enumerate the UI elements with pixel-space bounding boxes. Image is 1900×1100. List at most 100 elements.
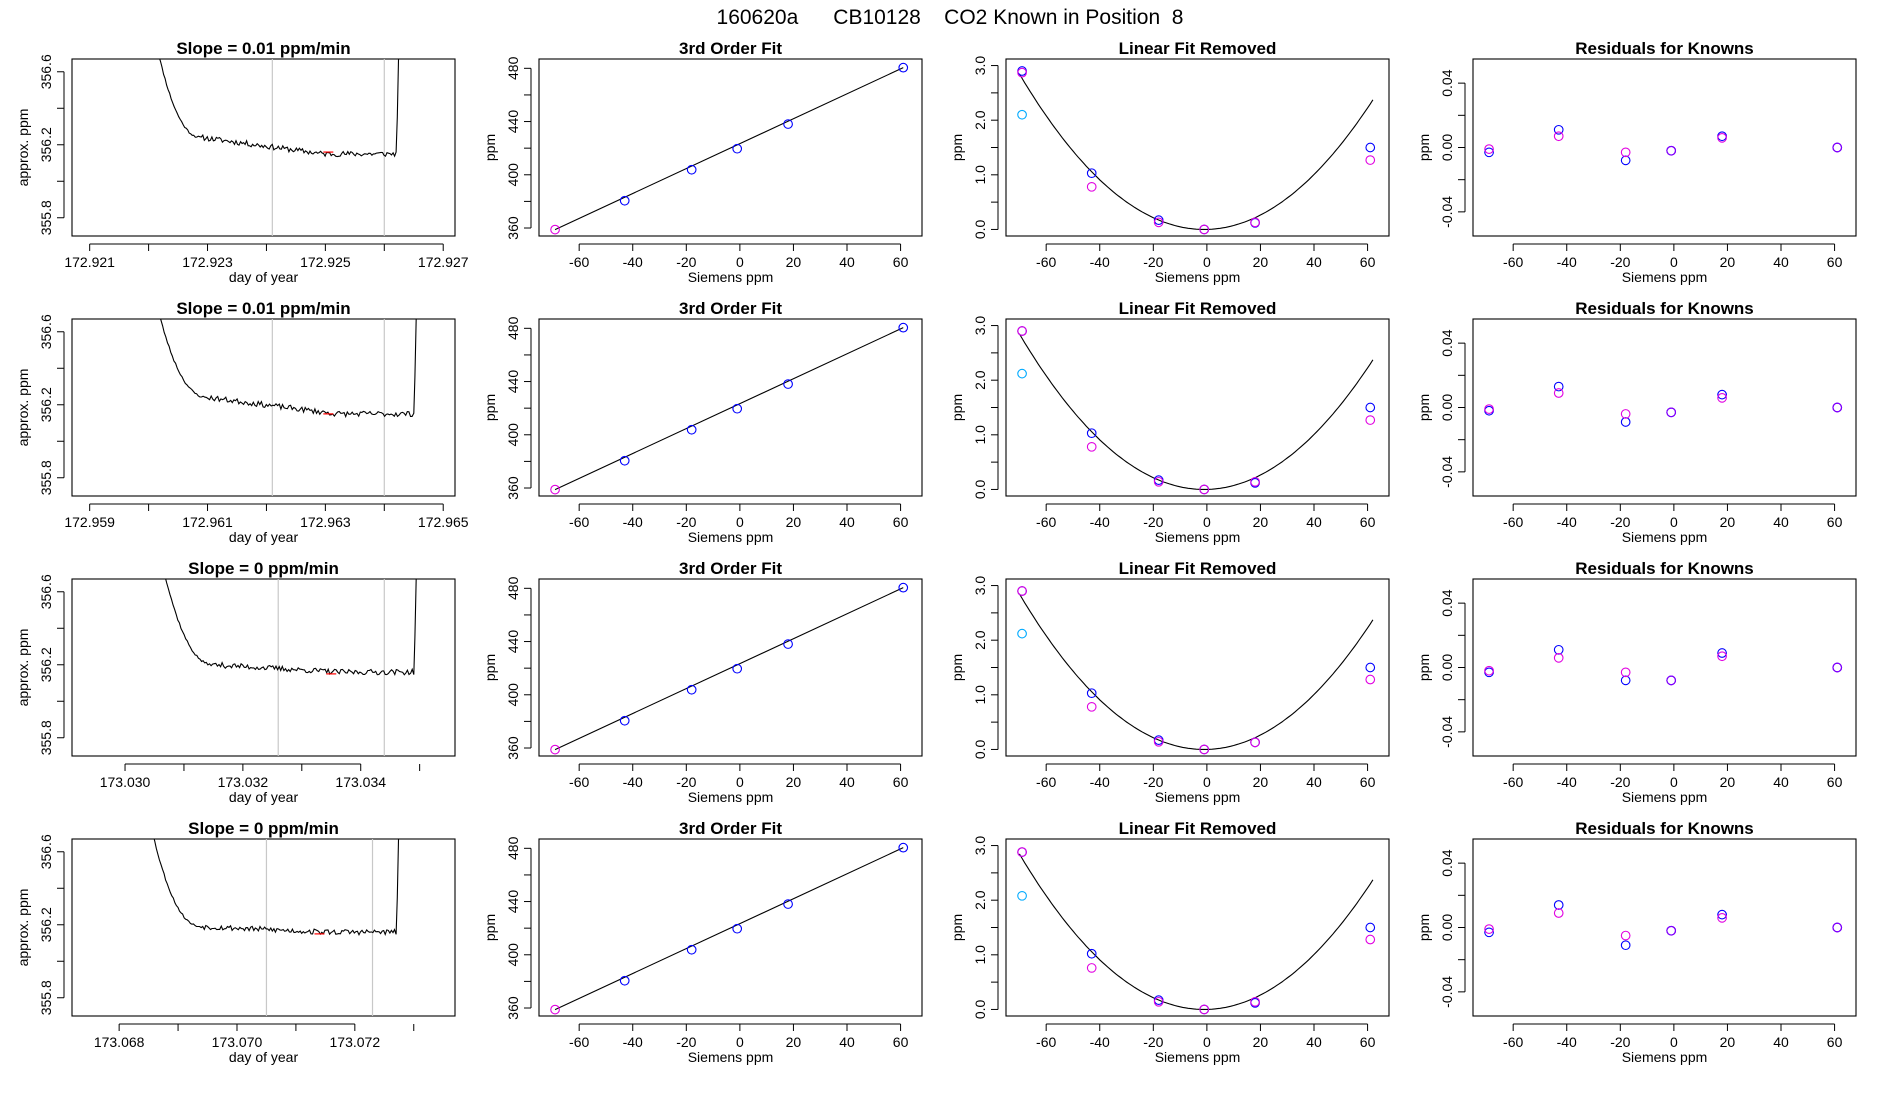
plot-frame [538, 578, 923, 757]
data-point [550, 744, 560, 755]
data-point [1832, 402, 1843, 413]
data-point [1199, 1004, 1210, 1015]
x-axis-label: Siemens ppm [1155, 529, 1241, 545]
data-point [1086, 441, 1097, 452]
y-tick-label: 355.8 [38, 980, 54, 1015]
data-point [1250, 476, 1260, 487]
data-point [732, 403, 743, 414]
x-tick-label: 172.961 [182, 514, 233, 530]
x-tick-label: 40 [839, 1034, 855, 1050]
x-tick-label: 20 [1253, 254, 1269, 270]
y-tick-label: 3.0 [972, 316, 988, 336]
plot-frame [71, 58, 456, 237]
data-point [1553, 381, 1564, 392]
data-point [1484, 147, 1494, 158]
fit-line [554, 587, 904, 751]
x-tick-label: 20 [1253, 514, 1269, 530]
data-point [783, 119, 793, 129]
x-tick-label: 172.965 [418, 514, 469, 530]
panel-title: 3rd Order Fit [679, 299, 782, 318]
plot-frame [1005, 578, 1390, 757]
data-point [1620, 417, 1631, 427]
x-tick-label: 60 [1827, 254, 1843, 270]
x-tick-label: 20 [1253, 774, 1269, 790]
x-tick-label: 20 [786, 1034, 802, 1050]
data-point [1553, 131, 1564, 142]
panel-title: Linear Fit Removed [1119, 39, 1277, 58]
y-tick-label: 360 [505, 476, 521, 500]
y-tick-label: 0.00 [1439, 394, 1455, 421]
y-tick-label: 400 [505, 943, 521, 967]
y-axis-label: ppm [482, 134, 498, 161]
y-tick-label: 1.0 [972, 165, 988, 185]
x-tick-label: -40 [1090, 514, 1110, 530]
data-point [619, 195, 630, 206]
x-axis-label: Siemens ppm [688, 269, 774, 285]
y-tick-label: 480 [505, 836, 521, 860]
y-tick-label: 440 [505, 370, 521, 394]
y-tick-label: 360 [505, 736, 521, 760]
x-tick-label: -20 [1143, 1034, 1163, 1050]
x-tick-label: -60 [1503, 774, 1523, 790]
y-tick-label: 440 [505, 890, 521, 914]
panel-4-row-4: Residuals for Knowns -60 -40 -20 0 20 40 60 Siem… [1416, 819, 1857, 1065]
y-tick-label: 356.6 [38, 834, 54, 869]
x-tick-label: 40 [1773, 774, 1789, 790]
x-tick-label: 60 [893, 514, 909, 530]
x-tick-label: -20 [676, 514, 696, 530]
panel-title: Linear Fit Removed [1119, 299, 1277, 318]
y-tick-label: 356.6 [38, 574, 54, 609]
x-tick-label: 173.068 [94, 1034, 145, 1050]
y-tick-label: -0.04 [1439, 716, 1455, 748]
data-point [1250, 996, 1260, 1007]
x-tick-label: 60 [1827, 774, 1843, 790]
x-axis-label: day of year [229, 529, 299, 545]
panel-title: Residuals for Knowns [1575, 299, 1754, 318]
x-tick-label: -60 [1036, 514, 1056, 530]
y-tick-label: 0.04 [1439, 69, 1455, 96]
data-point [550, 224, 560, 235]
data-point [898, 842, 909, 853]
data-point [1484, 404, 1494, 414]
panel-4-row-3: Residuals for Knowns -60 -40 -20 0 20 40 60 Siem… [1416, 559, 1857, 805]
data-point [1017, 67, 1027, 78]
y-axis-label: ppm [482, 914, 498, 941]
fit-curve [1018, 73, 1374, 230]
y-tick-label: 0.0 [972, 220, 988, 240]
x-tick-label: 20 [1720, 774, 1736, 790]
data-point [1086, 168, 1097, 179]
x-tick-label: -20 [1610, 254, 1630, 270]
y-tick-label: 0.0 [972, 740, 988, 760]
y-axis-label: ppm [949, 654, 965, 681]
data-point [1153, 476, 1164, 487]
plot-frame [71, 578, 456, 757]
y-tick-label: 400 [505, 423, 521, 447]
x-tick-label: 0 [736, 1034, 744, 1050]
y-tick-label: 2.0 [972, 890, 988, 910]
panel-1-row-2: Slope = 0.01 ppm/min 172.959 172.961 172.96… [15, 299, 469, 545]
x-tick-label: 60 [1360, 774, 1376, 790]
data-point [1620, 930, 1631, 941]
y-axis-label: ppm [1416, 914, 1432, 941]
x-tick-label: 40 [1306, 774, 1322, 790]
x-tick-label: 0 [736, 514, 744, 530]
data-point [783, 379, 793, 389]
y-tick-label: 480 [505, 56, 521, 80]
x-tick-label: 60 [1360, 1034, 1376, 1050]
x-tick-label: -60 [569, 774, 589, 790]
y-tick-label: 400 [505, 163, 521, 187]
x-tick-label: -20 [1143, 254, 1163, 270]
x-tick-label: 173.034 [335, 774, 386, 790]
plot-frame [1005, 318, 1390, 497]
data-point [619, 975, 630, 986]
y-axis-label: ppm [1416, 654, 1432, 681]
data-point [1484, 924, 1494, 934]
data-point [1717, 651, 1727, 662]
x-tick-label: -40 [1090, 1034, 1110, 1050]
data-point [550, 1004, 560, 1015]
data-point [1484, 665, 1494, 676]
y-tick-label: 0.04 [1439, 589, 1455, 616]
data-point [686, 164, 697, 175]
panel-title: Slope = 0.01 ppm/min [176, 299, 350, 318]
data-point [1153, 996, 1164, 1007]
